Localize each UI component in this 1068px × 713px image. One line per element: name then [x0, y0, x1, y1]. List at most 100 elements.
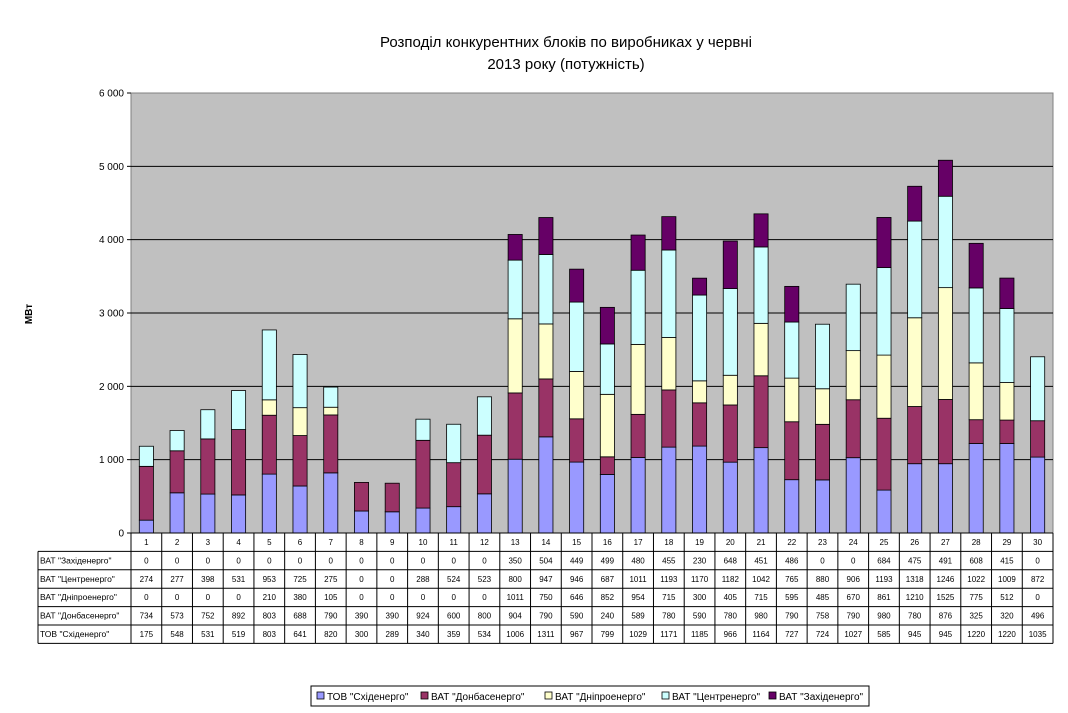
bar-segment: [323, 406, 339, 416]
table-cell: 451: [754, 556, 768, 565]
table-cell: 0: [175, 593, 180, 602]
chart-title: Розподіл конкурентних блоків по виробник…: [380, 34, 752, 51]
table-category-label: 12: [480, 538, 489, 547]
table-cell: 715: [754, 593, 768, 602]
table-cell: 1318: [906, 575, 924, 584]
table-cell: 504: [539, 556, 553, 565]
table-cell: 1006: [506, 630, 524, 639]
legend-label: ВАТ "Центренерго": [672, 692, 760, 703]
table-category-label: 22: [787, 538, 796, 547]
bar-segment: [384, 482, 400, 513]
table-cell: 325: [969, 612, 983, 621]
bar-segment: [661, 446, 677, 534]
legend-box: [310, 685, 870, 707]
table-cell: 340: [416, 630, 430, 639]
table-cell: 803: [263, 630, 277, 639]
table-cell: 946: [570, 575, 584, 584]
bar-segment: [630, 234, 646, 271]
bar-segment: [999, 277, 1015, 309]
bar-segment: [507, 318, 523, 394]
table-cell: 758: [816, 612, 830, 621]
bar-segment: [599, 456, 615, 475]
table-cell: 350: [508, 556, 522, 565]
y-tick-label: 5 000: [99, 162, 124, 173]
bar-segment: [661, 337, 677, 391]
table-category-label: 25: [880, 538, 889, 547]
table-cell: 1246: [937, 575, 955, 584]
table-cell: 0: [359, 593, 364, 602]
bar-segment: [415, 507, 431, 534]
bar-segment: [876, 267, 892, 356]
table-cell: 548: [170, 630, 184, 639]
table-cell: 390: [355, 612, 369, 621]
bar-segment: [661, 389, 677, 448]
table-cell: 486: [785, 556, 799, 565]
bar-segment: [968, 242, 984, 289]
table-cell: 727: [785, 630, 799, 639]
bar-segment: [815, 388, 830, 425]
bar-segment: [231, 390, 247, 430]
table-cell: 966: [724, 630, 738, 639]
table-cell: 585: [877, 630, 891, 639]
table-cell: 1042: [752, 575, 770, 584]
y-axis-label: МВт: [24, 304, 35, 324]
table-cell: 390: [386, 612, 400, 621]
bar-segment: [907, 406, 923, 465]
table-cell: 289: [386, 630, 400, 639]
bar-segment: [538, 254, 554, 325]
table-cell: 1164: [752, 630, 770, 639]
table-cell: 320: [1000, 612, 1014, 621]
bar-segment: [200, 409, 216, 440]
y-ticks: 0 1 000 2 000 3 000 4 000 5 000 6 000: [99, 89, 131, 540]
table-cell: 534: [478, 630, 492, 639]
bar-segment: [815, 423, 830, 481]
table-cell: 288: [416, 575, 430, 584]
bar-segment: [753, 246, 769, 324]
bar-segment: [292, 485, 308, 534]
table-cell: 752: [201, 612, 215, 621]
table-cell: 1035: [1029, 630, 1047, 639]
bar-segment: [630, 457, 646, 534]
table-category-label: 29: [1002, 538, 1011, 547]
table-cell: 0: [144, 593, 149, 602]
table-cell: 641: [293, 630, 307, 639]
table-cell: 1185: [691, 630, 709, 639]
bar-segment: [415, 418, 431, 441]
chart-title-line2: 2013 року (потужність): [487, 56, 644, 73]
table-cell: 523: [478, 575, 492, 584]
bar-segment: [200, 438, 216, 495]
y-tick-label: 0: [118, 529, 124, 540]
bar-segment: [323, 386, 339, 408]
table-cell: 1171: [660, 630, 678, 639]
bar-segment: [907, 220, 923, 319]
table-cell: 684: [877, 556, 891, 565]
table-cell: 608: [969, 556, 983, 565]
legend-swatch: [544, 691, 553, 700]
table-cell: 0: [206, 593, 211, 602]
bar-segment: [815, 479, 830, 534]
table-row-label: ТОВ "Східенерго": [40, 629, 109, 639]
bar-segment: [784, 285, 800, 323]
bar-segment: [630, 413, 646, 458]
bar-segment: [753, 322, 769, 377]
table-cell: 852: [601, 593, 615, 602]
bar-segment: [599, 393, 615, 458]
table-cell: 0: [820, 556, 825, 565]
table-cell: 800: [508, 575, 522, 584]
table-cell: 0: [206, 556, 211, 565]
table-cell: 790: [324, 612, 338, 621]
bar-segment: [937, 463, 953, 534]
bar-segment: [538, 217, 554, 255]
table-cell: 750: [539, 593, 553, 602]
bar-segment: [507, 392, 523, 460]
table-cell: 524: [447, 575, 461, 584]
bar-segment: [138, 465, 154, 521]
y-tick-label: 2 000: [99, 382, 124, 393]
bar-segment: [845, 457, 861, 534]
table-cell: 765: [785, 575, 799, 584]
bar-segment: [999, 419, 1015, 444]
table-cell: 688: [293, 612, 307, 621]
table-category-label: 21: [757, 538, 766, 547]
bar-segment: [384, 511, 400, 534]
table-cell: 590: [570, 612, 584, 621]
